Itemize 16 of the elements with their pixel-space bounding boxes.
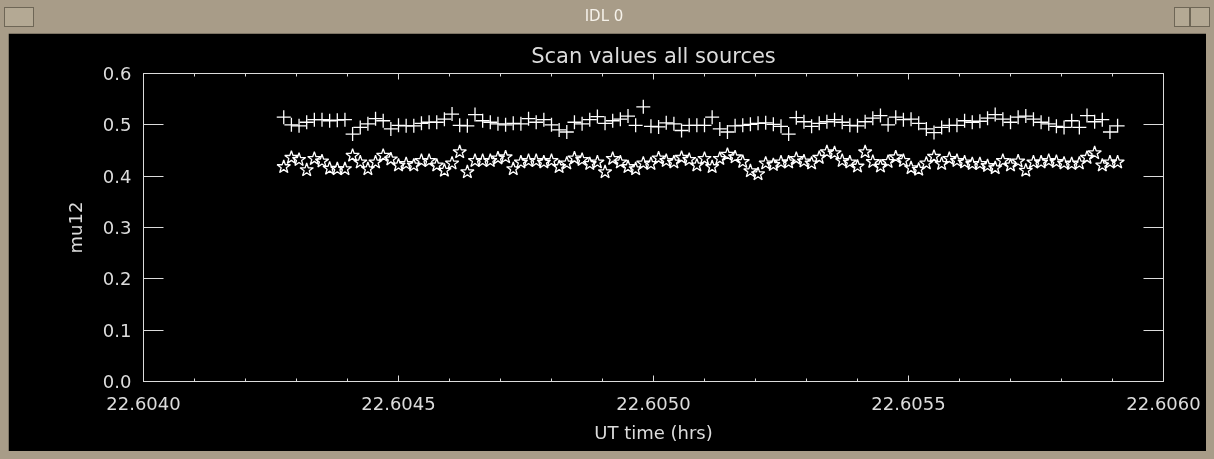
x-tick-label: 22.6050 [616,392,691,414]
y-tick-label: 0.1 [102,319,132,341]
x-tick-label: 22.6040 [106,392,181,414]
y-axis-title: mu12 [64,201,86,254]
y-tick-label: 0.3 [102,217,132,238]
chart-title: Scan values all sources [531,43,776,68]
y-tick-label: 0.2 [102,268,132,290]
x-axis-title: UT time (hrs) [594,421,713,443]
y-tick-label: 0.4 [102,165,132,187]
y-tick-label: 0.5 [102,114,132,136]
y-tick-label: 0.6 [102,63,132,84]
x-tick-label: 22.6055 [871,392,946,414]
text: IDL 0 [583,5,625,27]
x-tick-label: 22.6060 [1126,392,1201,414]
x-tick-label: 22.6045 [361,392,436,414]
y-tick-label: 0.0 [102,371,132,392]
